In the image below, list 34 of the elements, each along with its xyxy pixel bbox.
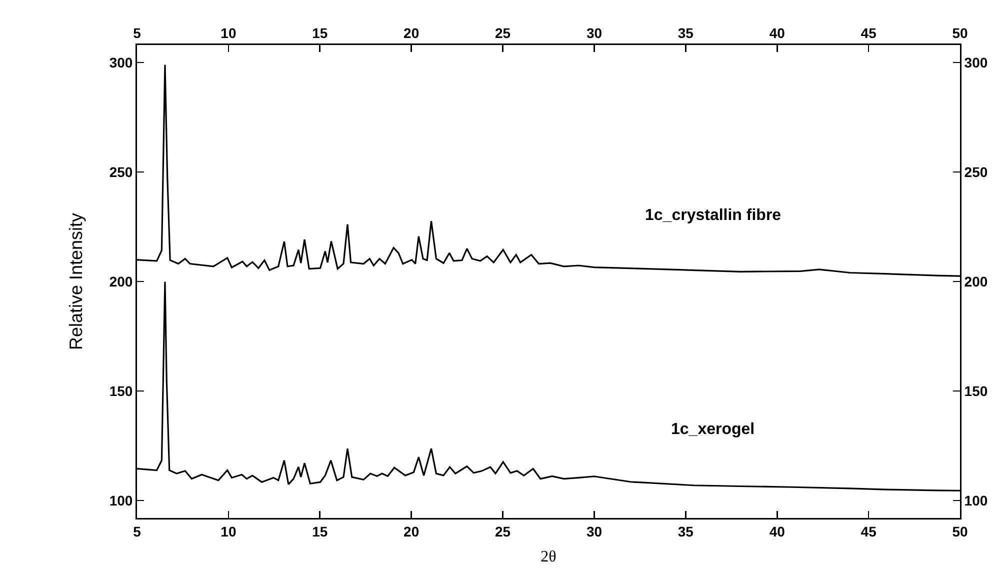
y-axis-title: Relative Intensity: [66, 212, 86, 350]
y-tick-label: 200: [109, 273, 133, 290]
x-tick-label: 30: [586, 24, 602, 41]
x2-tick-label: 45: [860, 523, 877, 540]
x-tick-label: 15: [312, 24, 328, 41]
x-tick-label: 20: [404, 24, 420, 41]
y-tick-label: 250: [109, 164, 133, 180]
text: 1c_crystallin fibre: [645, 207, 782, 224]
x2-tick-label: 50: [952, 523, 968, 540]
x2-tick-label: 15: [312, 523, 328, 540]
x-tick-label: 40: [769, 24, 786, 41]
x2-tick-label: 25: [494, 523, 511, 540]
y2-tick-label: 100: [964, 492, 988, 508]
x-tick-label: 35: [678, 24, 694, 41]
x-axis-title: 2θ: [540, 548, 556, 566]
x-tick-label: 45: [860, 24, 877, 41]
x2-tick-label: 20: [404, 523, 420, 540]
y2-tick-label: 250: [964, 164, 988, 180]
x2-tick-label: 35: [678, 523, 694, 540]
y2-tick-label: 200: [964, 273, 988, 290]
text: 1c_xerogel: [671, 421, 755, 438]
y-tick-label: 150: [109, 382, 133, 399]
y-tick-label: 300: [109, 54, 133, 70]
x2-tick-label: 40: [769, 523, 786, 540]
x-tick-label: 50: [952, 24, 968, 41]
x2-tick-label: 10: [220, 523, 236, 540]
x-tick-label: 25: [494, 24, 511, 41]
x2-tick-label: 5: [133, 523, 142, 540]
y2-tick-label: 150: [964, 382, 988, 399]
x-tick-label: 5: [133, 24, 142, 41]
x-tick-label: 10: [220, 24, 236, 41]
y2-tick-label: 300: [964, 54, 988, 70]
y-tick-label: 100: [109, 492, 133, 508]
x2-tick-label: 30: [586, 523, 602, 540]
